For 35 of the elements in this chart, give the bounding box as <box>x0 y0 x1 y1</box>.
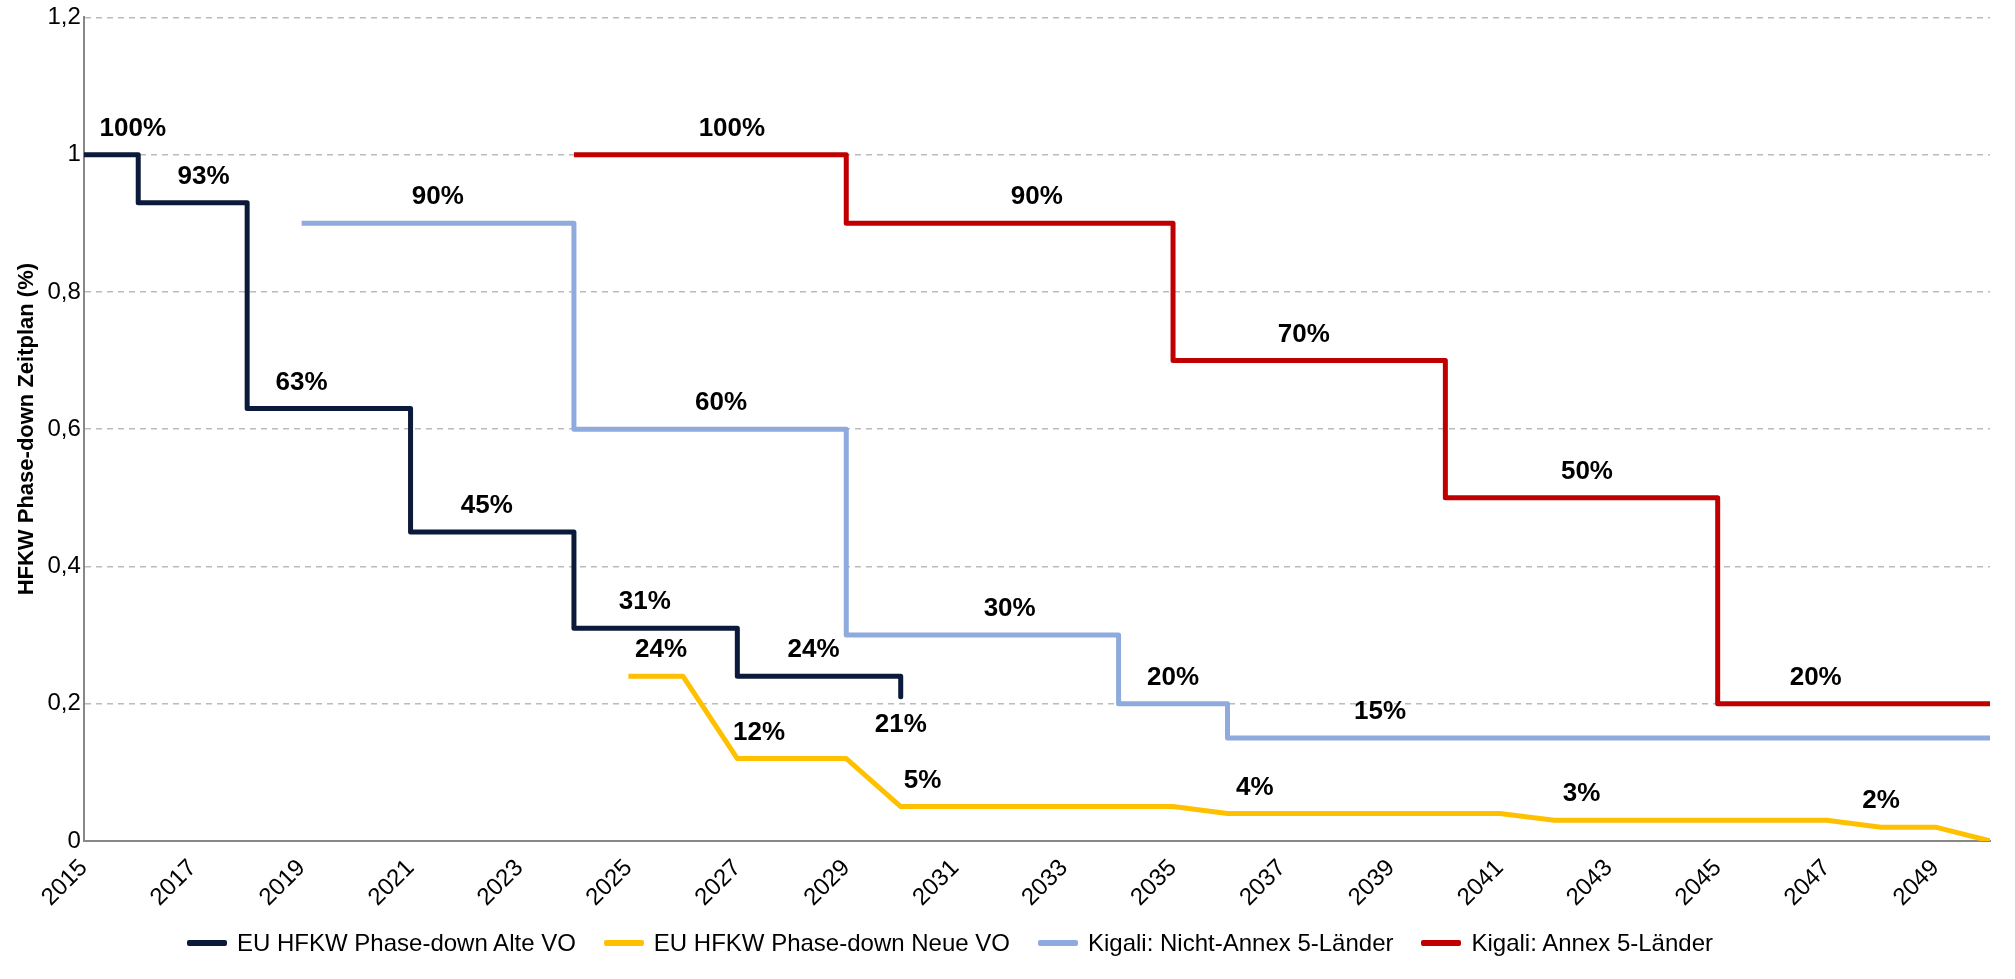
annotation: 4% <box>1235 770 1274 801</box>
annotation: 21% <box>874 707 927 738</box>
annotation: 70% <box>1277 317 1330 348</box>
annotation: 90% <box>411 180 464 211</box>
y-tick-label: 0 <box>67 825 81 853</box>
annotation: 30% <box>983 592 1036 623</box>
y-tick-label: 0,2 <box>47 688 81 716</box>
annotation: 63% <box>275 365 328 396</box>
annotation: 20% <box>1147 660 1200 691</box>
y-tick-label: 1,2 <box>47 2 81 30</box>
annotation: 90% <box>1010 180 1063 211</box>
annotation: 3% <box>1562 777 1601 808</box>
annotation: 5% <box>903 763 942 794</box>
annotation: 15% <box>1353 695 1407 726</box>
annotation: 31% <box>618 585 671 616</box>
annotation: 12% <box>733 715 786 746</box>
legend-label: Kigali: Nicht-Annex 5-Länder <box>1087 929 1394 957</box>
annotation: 60% <box>694 386 748 417</box>
annotation: 93% <box>177 159 230 190</box>
annotation: 100% <box>698 111 766 142</box>
legend-label: EU HFKW Phase-down Neue VO <box>653 929 1010 957</box>
y-tick-label: 0,8 <box>47 276 81 304</box>
y-axis-title: HFKW Phase-down Zeitplan (%) <box>13 262 39 596</box>
annotation: 20% <box>1789 660 1842 691</box>
y-tick-label: 1 <box>67 139 81 167</box>
legend-label: EU HFKW Phase-down Alte VO <box>237 929 576 957</box>
annotation: 24% <box>635 633 688 664</box>
annotation: 2% <box>1862 784 1900 815</box>
y-tick-label: 0,6 <box>47 413 81 441</box>
annotation: 100% <box>99 111 167 142</box>
annotation: 24% <box>787 633 840 664</box>
annotation: 50% <box>1560 454 1613 485</box>
annotation: 45% <box>460 489 513 520</box>
y-tick-label: 0,4 <box>47 551 81 579</box>
legend-label: Kigali: Annex 5-Länder <box>1471 929 1713 957</box>
